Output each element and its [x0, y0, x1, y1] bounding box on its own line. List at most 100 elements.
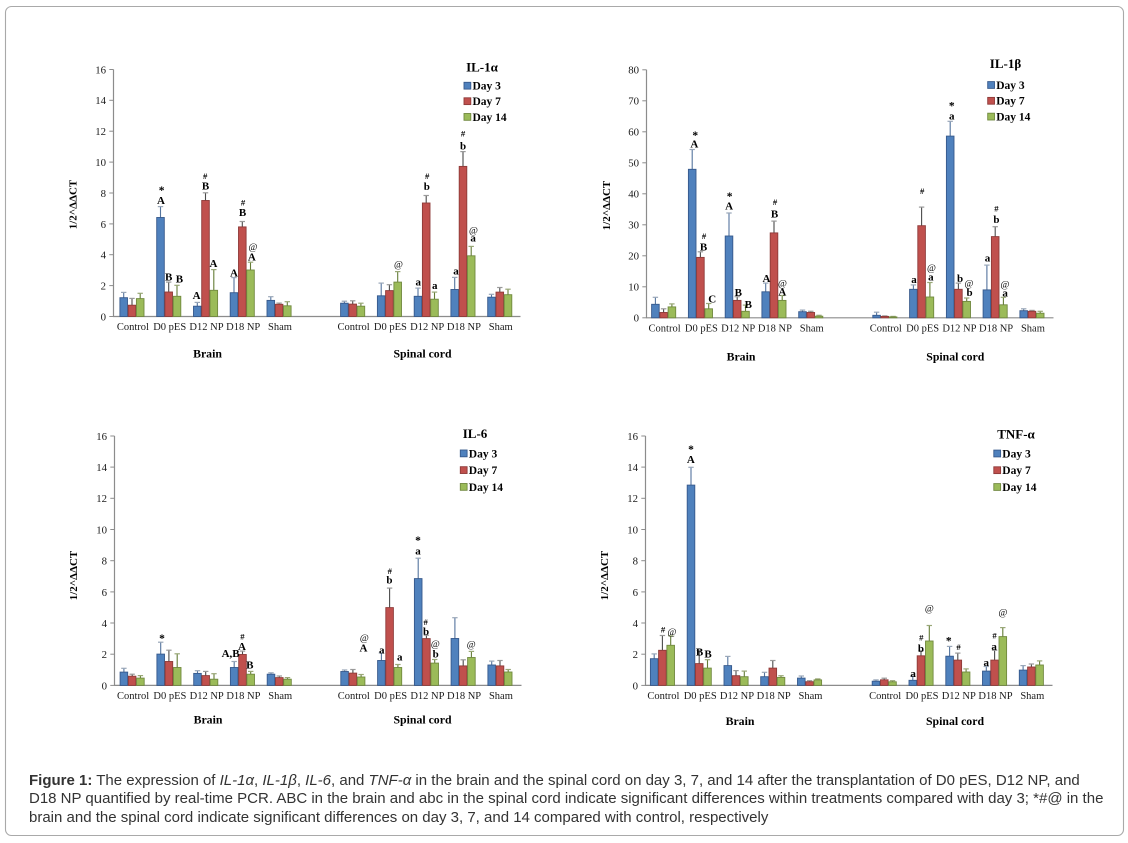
svg-text:a: a — [949, 111, 955, 123]
svg-text:16: 16 — [96, 431, 107, 443]
svg-text:a: a — [910, 668, 916, 680]
svg-text:Day 3: Day 3 — [1002, 448, 1031, 460]
svg-text:40: 40 — [628, 189, 639, 201]
svg-text:Spinal cord: Spinal cord — [393, 713, 451, 727]
svg-text:D0 pES: D0 pES — [684, 691, 717, 702]
svg-text:@: @ — [394, 259, 403, 270]
svg-text:Control: Control — [869, 691, 901, 702]
svg-text:Day 7: Day 7 — [473, 96, 502, 108]
svg-text:Spinal cord: Spinal cord — [926, 714, 984, 728]
svg-text:D18 NP: D18 NP — [226, 322, 260, 333]
svg-text:A: A — [687, 454, 695, 466]
svg-text:B: B — [700, 242, 708, 254]
svg-text:0: 0 — [634, 313, 639, 325]
svg-text:4: 4 — [633, 618, 639, 630]
svg-text:@: @ — [467, 640, 476, 651]
svg-text:A: A — [238, 641, 246, 653]
svg-text:Day 14: Day 14 — [469, 482, 503, 494]
svg-text:30: 30 — [628, 220, 639, 232]
svg-text:B: B — [202, 181, 210, 193]
svg-text:#: # — [994, 203, 999, 213]
svg-text:14: 14 — [95, 95, 106, 107]
svg-text:@: @ — [925, 604, 934, 615]
svg-text:12: 12 — [627, 493, 638, 505]
svg-text:a: a — [432, 280, 438, 292]
svg-text:*: * — [949, 100, 955, 112]
svg-text:1/2^ΔΔCT: 1/2^ΔΔCT — [599, 550, 611, 600]
svg-text:B: B — [704, 649, 712, 661]
svg-text:@: @ — [1000, 279, 1009, 290]
svg-text:Sham: Sham — [489, 322, 513, 333]
svg-text:#: # — [702, 231, 707, 241]
svg-text:a: a — [415, 546, 421, 558]
svg-text:#: # — [661, 625, 666, 635]
svg-text:a: a — [985, 252, 991, 264]
svg-text:D12 NP: D12 NP — [190, 691, 224, 702]
svg-text:Control: Control — [338, 322, 370, 333]
svg-text:#: # — [240, 631, 245, 641]
svg-text:6: 6 — [102, 587, 108, 599]
svg-text:D0 pES: D0 pES — [153, 691, 186, 702]
svg-text:4: 4 — [102, 618, 108, 630]
svg-text:a: a — [397, 651, 403, 663]
svg-text:4: 4 — [101, 250, 107, 262]
svg-text:10: 10 — [96, 524, 107, 536]
svg-text:A: A — [360, 642, 368, 654]
svg-text:Sham: Sham — [1021, 324, 1045, 335]
svg-text:Control: Control — [647, 691, 679, 702]
svg-text:14: 14 — [627, 462, 638, 474]
svg-text:#: # — [425, 171, 430, 181]
svg-text:@: @ — [248, 242, 257, 253]
svg-text:a: a — [911, 274, 917, 286]
svg-text:B: B — [246, 660, 254, 672]
svg-text:*: * — [159, 633, 165, 645]
svg-text:10: 10 — [627, 524, 638, 536]
svg-text:D0 pES: D0 pES — [153, 322, 186, 333]
svg-text:Brain: Brain — [193, 347, 222, 361]
svg-text:D12 NP: D12 NP — [721, 324, 755, 335]
svg-text:b: b — [460, 140, 466, 152]
svg-text:B: B — [745, 299, 753, 311]
svg-text:@: @ — [469, 225, 478, 236]
svg-text:6: 6 — [633, 587, 639, 599]
svg-text:D18 NP: D18 NP — [979, 324, 1013, 335]
svg-text:16: 16 — [627, 431, 638, 443]
svg-text:Sham: Sham — [489, 691, 513, 702]
svg-text:TNF-α: TNF-α — [997, 427, 1035, 442]
svg-text:16: 16 — [95, 64, 106, 76]
svg-text:@: @ — [360, 633, 369, 644]
svg-text:D0 pES: D0 pES — [374, 691, 407, 702]
svg-text:C: C — [708, 293, 716, 305]
svg-text:D18 NP: D18 NP — [447, 322, 481, 333]
svg-text:8: 8 — [102, 556, 107, 568]
svg-text:Control: Control — [649, 324, 681, 335]
svg-text:Control: Control — [117, 691, 149, 702]
svg-text:B: B — [735, 287, 743, 299]
svg-text:A: A — [248, 251, 256, 263]
svg-text:80: 80 — [628, 65, 639, 77]
svg-text:*: * — [415, 535, 421, 547]
svg-text:@: @ — [965, 279, 974, 290]
svg-text:10: 10 — [628, 282, 639, 294]
svg-text:6: 6 — [101, 219, 107, 231]
svg-text:D0 pES: D0 pES — [906, 691, 939, 702]
svg-text:B: B — [239, 207, 247, 219]
svg-text:IL-1β: IL-1β — [990, 56, 1022, 71]
svg-text:#: # — [956, 642, 961, 652]
svg-text:#: # — [920, 186, 925, 196]
svg-text:@: @ — [927, 263, 936, 274]
svg-text:@: @ — [778, 279, 787, 290]
svg-text:a: a — [984, 657, 990, 669]
svg-text:B: B — [696, 647, 704, 659]
svg-text:D12 NP: D12 NP — [720, 691, 754, 702]
svg-text:50: 50 — [628, 158, 639, 170]
svg-text:2: 2 — [101, 281, 106, 293]
svg-text:b: b — [386, 575, 392, 587]
svg-text:Sham: Sham — [1020, 691, 1044, 702]
svg-text:b: b — [966, 287, 972, 299]
svg-text:B: B — [176, 274, 184, 286]
svg-text:8: 8 — [633, 556, 638, 568]
svg-text:D12 NP: D12 NP — [189, 322, 223, 333]
svg-text:a: a — [928, 272, 934, 284]
svg-text:Day 3: Day 3 — [473, 81, 502, 93]
